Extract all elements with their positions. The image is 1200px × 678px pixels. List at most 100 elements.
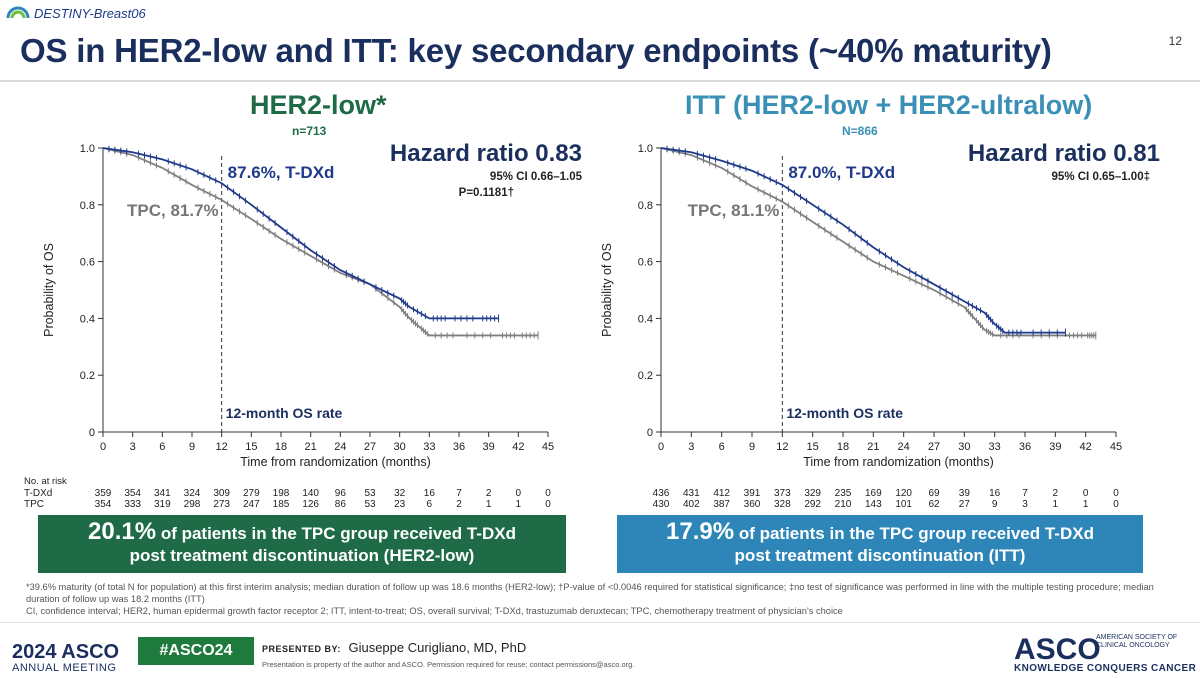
at-risk-count: 247 <box>243 499 260 510</box>
hashtag-badge: #ASCO24 <box>138 637 254 665</box>
footnotes: *39.6% maturity (of total N for populati… <box>26 581 1176 617</box>
ci-itt: 95% CI 0.65–1.00‡ <box>1051 171 1150 183</box>
at-risk-count: 27 <box>959 499 971 510</box>
asco-tagline: KNOWLEDGE CONQUERS CANCER <box>1014 663 1197 674</box>
banner-itt-pct: 17.9% <box>666 518 735 545</box>
banner-itt-text2: post treatment discontinuation (ITT) <box>734 546 1026 565</box>
meeting-name: ANNUAL MEETING <box>12 662 117 674</box>
y-axis-label: Probability of OS <box>600 243 614 337</box>
tdxd-rate-label: 87.6%, T-DXd <box>228 163 335 182</box>
asco-logo: ASCO <box>1014 633 1101 666</box>
tpc-rate-label: TPC, 81.1% <box>688 201 780 220</box>
at-risk-count: 359 <box>95 488 112 499</box>
at-risk-count: 53 <box>364 488 376 499</box>
slide-number: 12 <box>1168 34 1182 48</box>
x-tick-label: 21 <box>867 441 879 453</box>
banner-her2low-text1: of patients in the TPC group received T-… <box>156 524 516 543</box>
x-tick-label: 42 <box>512 441 524 453</box>
banner-her2low-pct: 20.1% <box>88 518 157 545</box>
y-tick-label: 0 <box>89 427 95 439</box>
at-risk-count: 140 <box>302 488 319 499</box>
month-12-marker-label: 12-month OS rate <box>786 405 903 421</box>
at-risk-count: 2 <box>456 499 462 510</box>
x-tick-label: 27 <box>364 441 376 453</box>
at-risk-header: No. at risk <box>24 476 67 487</box>
x-tick-label: 45 <box>1110 441 1122 453</box>
at-risk-count: 1 <box>516 499 522 510</box>
y-tick-label: 1.0 <box>638 143 653 155</box>
x-tick-label: 12 <box>216 441 228 453</box>
x-tick-label: 15 <box>245 441 257 453</box>
km-chart-her2low: 00.20.40.60.81.00 3 6 9 12 15 18 21 24 27 30 33 36 39… <box>24 143 554 510</box>
month-12-marker-label: 12-month OS rate <box>226 405 343 421</box>
x-tick-label: 15 <box>807 441 819 453</box>
at-risk-count: 210 <box>835 499 852 510</box>
at-risk-count: 101 <box>895 499 912 510</box>
at-risk-count: 402 <box>683 499 700 510</box>
at-risk-count: 354 <box>95 499 112 510</box>
x-tick-label: 18 <box>837 441 849 453</box>
at-risk-row-label: T-DXd <box>24 488 52 499</box>
brand-logo-icon <box>6 6 30 19</box>
at-risk-count: 1 <box>486 499 492 510</box>
at-risk-count: 126 <box>302 499 319 510</box>
x-tick-label: 6 <box>159 441 165 453</box>
tpc-curve <box>102 147 539 337</box>
x-tick-label: 39 <box>483 441 495 453</box>
x-tick-label: 9 <box>189 441 195 453</box>
at-risk-count: 16 <box>424 488 436 499</box>
x-tick-label: 21 <box>305 441 317 453</box>
at-risk-count: 120 <box>895 488 912 499</box>
at-risk-count: 328 <box>774 499 791 510</box>
at-risk-count: 329 <box>804 488 821 499</box>
at-risk-count: 0 <box>1083 488 1089 499</box>
at-risk-count: 32 <box>394 488 406 499</box>
at-risk-count: 279 <box>243 488 260 499</box>
at-risk-count: 273 <box>213 499 230 510</box>
tpc-curve <box>660 147 1096 337</box>
at-risk-count: 319 <box>154 499 171 510</box>
footnote-1: *39.6% maturity (of total N for populati… <box>26 582 1154 604</box>
at-risk-count: 3 <box>1022 499 1028 510</box>
at-risk-count: 309 <box>213 488 230 499</box>
at-risk-count: 0 <box>1113 488 1119 499</box>
x-tick-label: 0 <box>100 441 106 453</box>
at-risk-count: 431 <box>683 488 700 499</box>
banner-itt: 17.9% of patients in the TPC group recei… <box>617 515 1143 573</box>
at-risk-row-label: TPC <box>24 499 44 510</box>
banner-her2low-text2: post treatment discontinuation (HER2-low… <box>129 546 475 565</box>
at-risk-count: 387 <box>713 499 730 510</box>
at-risk-count: 69 <box>928 488 940 499</box>
x-tick-label: 36 <box>453 441 465 453</box>
tdxd-rate-label: 87.0%, T-DXd <box>788 163 895 182</box>
at-risk-count: 6 <box>427 499 433 510</box>
tdxd-curve <box>660 147 1066 334</box>
presenter-name: Giuseppe Curigliano, MD, PhD <box>348 640 527 655</box>
footnote-2: CI, confidence interval; HER2, human epi… <box>26 606 843 616</box>
at-risk-count: 391 <box>744 488 761 499</box>
x-tick-label: 3 <box>688 441 694 453</box>
at-risk-count: 1 <box>1083 499 1089 510</box>
banner-her2low: 20.1% of patients in the TPC group recei… <box>38 515 566 573</box>
at-risk-count: 185 <box>273 499 290 510</box>
at-risk-count: 430 <box>653 499 670 510</box>
x-tick-label: 27 <box>928 441 940 453</box>
y-tick-label: 0.4 <box>80 313 95 325</box>
x-tick-label: 42 <box>1080 441 1092 453</box>
at-risk-count: 62 <box>928 499 940 510</box>
hazard-ratio-itt: Hazard ratio 0.81 <box>967 140 1160 167</box>
at-risk-count: 7 <box>456 488 462 499</box>
x-tick-label: 12 <box>776 441 788 453</box>
y-tick-label: 0.8 <box>80 200 95 212</box>
x-tick-label: 30 <box>958 441 970 453</box>
at-risk-count: 360 <box>744 499 761 510</box>
at-risk-count: 298 <box>184 499 201 510</box>
meeting-logo: 2024 ASCO ANNUAL MEETING <box>12 641 119 674</box>
at-risk-count: 86 <box>335 499 347 510</box>
y-tick-label: 0.6 <box>80 257 95 269</box>
title-divider <box>0 80 1200 82</box>
at-risk-count: 9 <box>992 499 998 510</box>
at-risk-count: 412 <box>713 488 730 499</box>
at-risk-count: 354 <box>124 488 141 499</box>
at-risk-count: 333 <box>124 499 141 510</box>
